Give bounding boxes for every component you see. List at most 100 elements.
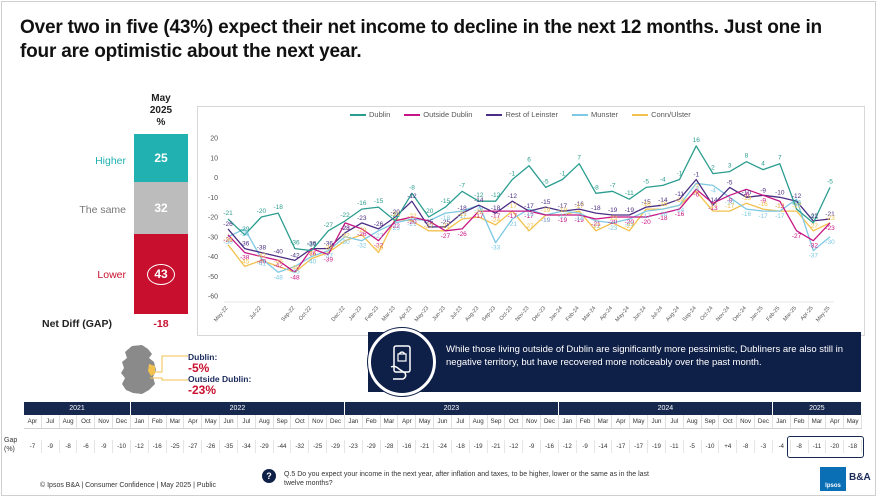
gap-value-cell: -20 — [826, 440, 845, 453]
gap-month-cell: Jan — [773, 415, 791, 428]
legend-conn-ulster: Conn/Ulster — [632, 110, 691, 119]
net-diff-value: -18 — [153, 318, 169, 330]
legend-conn-ulster-swatch — [632, 113, 649, 116]
lower-label: Lower — [97, 269, 126, 281]
gap-year-2022: 2022 — [130, 402, 345, 415]
gap-month-cell: Dec — [541, 415, 559, 428]
gap-value-cell: -35 — [220, 440, 238, 453]
gap-value-cell: -29 — [256, 440, 274, 453]
ipsos-logo: Ipsos — [820, 467, 846, 491]
gap-value-cell: -16 — [541, 440, 559, 453]
gap-month-cell: Oct — [77, 415, 96, 428]
legend-outside-dublin: Outside Dublin — [404, 110, 472, 119]
callout-outside-dublin-value: -23% — [188, 383, 217, 397]
gap-month-cell: May — [416, 415, 435, 428]
legend-outside-dublin-swatch — [404, 113, 421, 116]
gap-month-cell: Apr — [184, 415, 203, 428]
gap-value-cell: -6 — [77, 440, 96, 453]
gap-month-row: Apr Jul Aug Oct Nov Dec Jan Feb Mar Apr May Jun Jul A… — [24, 415, 862, 429]
gap-value-cell: -3 — [755, 440, 773, 453]
gap-month-cell: Aug — [256, 415, 274, 428]
same-label: The same — [79, 204, 126, 216]
gap-month-cell: Dec — [755, 415, 773, 428]
insight-box: While those living outside of Dublin are… — [368, 328, 861, 396]
gap-month-cell: Oct — [291, 415, 310, 428]
gap-month-cell: Nov — [95, 415, 114, 428]
gap-month-cell: Nov — [309, 415, 328, 428]
gap-value-cell: -17 — [630, 440, 649, 453]
gap-value-cell: -25 — [309, 440, 328, 453]
net-diff-label: Net Diff (GAP) — [42, 318, 112, 330]
gap-value-cell: -16 — [149, 440, 167, 453]
gap-month-cell: May — [202, 415, 221, 428]
gap-value-cell: -34 — [238, 440, 256, 453]
gap-month-cell: Jul — [42, 415, 60, 428]
gap-month-cell: May — [630, 415, 649, 428]
survey-question: Q.5 Do you expect your income in the nex… — [284, 471, 649, 487]
gap-month-cell: Jun — [648, 415, 666, 428]
legend-dublin-label: Dublin — [369, 110, 391, 119]
gap-value-cell: -18 — [844, 440, 862, 453]
current-month: May — [151, 93, 171, 104]
legend-munster-label: Munster — [591, 110, 619, 119]
gap-value-cell: -9 — [523, 440, 542, 453]
gap-month-cell: Dec — [113, 415, 131, 428]
gap-month-cell: Feb — [791, 415, 809, 428]
gap-month-cell: Feb — [363, 415, 381, 428]
gap-year-2023: 2023 — [344, 402, 559, 415]
gap-value-cell: -7 — [24, 440, 42, 453]
gap-month-cell: Sep — [702, 415, 720, 428]
chart-legend: Dublin Outside Dublin Rest of Leinster M… — [350, 110, 691, 119]
legend-rest-of-leinster: Rest of Leinster — [486, 110, 558, 119]
higher-label: Higher — [95, 155, 126, 167]
gap-value-cell: -12 — [131, 440, 149, 453]
gap-month-cell: Oct — [719, 415, 738, 428]
higher-value: 25 — [154, 151, 168, 165]
gap-month-cell: Jun — [434, 415, 452, 428]
gap-value-cell: -21 — [488, 440, 506, 453]
callout-outside-dublin-label: Outside Dublin: — [188, 374, 252, 384]
gap-month-cell: Oct — [505, 415, 524, 428]
legend-dublin-swatch — [350, 113, 366, 116]
gap-value-cell: -10 — [702, 440, 720, 453]
footer-text: © Ipsos B&A | Consumer Confidence | May … — [40, 482, 216, 489]
gap-month-cell: Jul — [238, 415, 256, 428]
gap-value-cell: -8 — [791, 440, 809, 453]
gap-month-cell: Mar — [167, 415, 185, 428]
gap-month-cell: Dec — [327, 415, 345, 428]
lower-highlight-circle: 43 — [147, 263, 175, 285]
gap-value-cell: -16 — [398, 440, 417, 453]
gap-year-2024: 2024 — [558, 402, 773, 415]
phone-wallet-icon — [368, 328, 436, 396]
brand-text: B&A — [849, 472, 871, 483]
gap-month-cell: Apr — [24, 415, 42, 428]
gap-value-cell: -19 — [648, 440, 666, 453]
gap-month-cell: Jan — [131, 415, 149, 428]
gap-value-cell: -24 — [434, 440, 452, 453]
legend-conn-ulster-label: Conn/Ulster — [651, 110, 691, 119]
gap-month-cell: Aug — [470, 415, 488, 428]
gap-value-cell: -5 — [684, 440, 702, 453]
gap-month-cell: Aug — [684, 415, 702, 428]
gap-value-cell: -28 — [381, 440, 399, 453]
same-value: 32 — [154, 201, 168, 215]
gap-month-cell: Mar — [809, 415, 827, 428]
legend-outside-dublin-label: Outside Dublin — [423, 110, 473, 119]
gap-month-cell: Apr — [612, 415, 631, 428]
legend-munster: Munster — [572, 110, 618, 119]
gap-month-cell: Mar — [595, 415, 613, 428]
gap-month-cell: Jul — [666, 415, 684, 428]
gap-month-cell: Nov — [523, 415, 542, 428]
higher-bar: 25 — [134, 134, 188, 182]
question-icon: ? — [262, 469, 276, 483]
gap-value-cell: -12 — [505, 440, 524, 453]
gap-month-cell: Sep — [274, 415, 292, 428]
legend-munster-swatch — [572, 113, 588, 116]
gap-month-cell: Jun — [220, 415, 238, 428]
legend-dublin: Dublin — [350, 110, 390, 119]
callout-dublin-label: Dublin: — [188, 352, 218, 362]
callout-lines — [150, 355, 188, 381]
gap-value-cell: -21 — [416, 440, 435, 453]
gap-value-cell: -10 — [113, 440, 131, 453]
gap-value-cell: -11 — [809, 440, 827, 453]
